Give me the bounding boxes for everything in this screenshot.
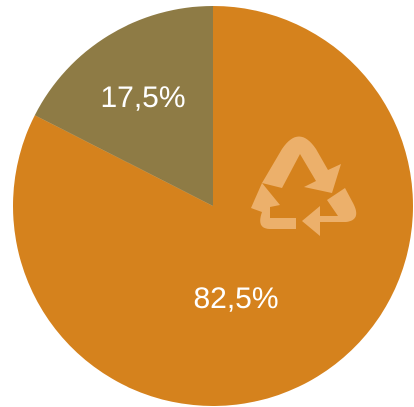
data-label-slice-1: 17,5% <box>100 81 185 114</box>
pie-slices <box>13 5 414 406</box>
data-labels: 82,5% 17,5% <box>100 81 278 315</box>
data-label-slice-0: 82,5% <box>193 282 278 315</box>
pie-slice-1 <box>34 5 213 206</box>
pie-slice-0 <box>13 6 414 406</box>
recycle-icon <box>251 136 357 236</box>
